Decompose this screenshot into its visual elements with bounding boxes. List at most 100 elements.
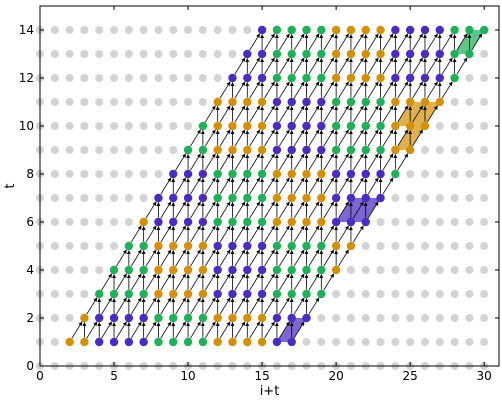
arrow xyxy=(367,177,379,195)
background-point xyxy=(391,314,400,322)
background-point xyxy=(450,290,459,298)
data-point-purple xyxy=(420,25,430,35)
data-point-purple xyxy=(169,217,178,227)
background-point xyxy=(95,170,104,178)
data-point-orange xyxy=(198,265,208,275)
data-point-orange xyxy=(302,217,311,227)
data-point-orange xyxy=(287,217,296,227)
background-point xyxy=(450,338,459,346)
arrow xyxy=(323,201,335,219)
arrow xyxy=(293,153,305,171)
arrow xyxy=(160,273,172,291)
background-point xyxy=(65,146,74,154)
background-point xyxy=(435,266,444,274)
background-point xyxy=(110,50,119,58)
background-point xyxy=(450,194,459,202)
arrow xyxy=(175,225,187,243)
data-point-orange xyxy=(391,97,400,107)
arrow xyxy=(190,297,201,315)
background-point xyxy=(420,338,429,346)
data-point-orange xyxy=(213,145,222,155)
arrow xyxy=(308,177,320,195)
background-point xyxy=(95,146,104,154)
background-point xyxy=(95,218,104,226)
background-point xyxy=(480,194,489,202)
data-point-green xyxy=(302,289,311,299)
arrow xyxy=(367,201,379,219)
data-point-green xyxy=(317,49,326,59)
data-point-orange xyxy=(257,97,267,107)
data-point-green xyxy=(317,289,326,299)
data-point-green xyxy=(124,241,134,251)
arrow xyxy=(397,105,409,123)
background-point xyxy=(213,50,222,58)
data-point-green xyxy=(287,265,296,275)
background-point xyxy=(480,50,489,58)
data-point-purple xyxy=(257,25,267,35)
data-point-green xyxy=(287,25,296,35)
data-point-green xyxy=(287,289,296,299)
arrow xyxy=(249,273,261,291)
data-point-purple xyxy=(346,217,356,227)
background-point xyxy=(139,194,148,202)
arrow xyxy=(264,33,275,51)
background-point xyxy=(406,242,415,250)
data-point-orange xyxy=(198,241,208,251)
background-point xyxy=(435,170,444,178)
data-point-green xyxy=(139,241,148,251)
arrow xyxy=(190,201,201,219)
y-tick-label: 0 xyxy=(26,359,34,373)
arrow xyxy=(338,201,349,219)
data-point-purple xyxy=(317,121,326,131)
data-point-green xyxy=(302,49,311,59)
background-point xyxy=(50,242,59,250)
arrow xyxy=(190,153,201,171)
data-point-purple xyxy=(213,289,222,299)
data-point-green xyxy=(317,265,326,275)
x-tick-label: 0 xyxy=(36,369,44,383)
background-point xyxy=(110,170,119,178)
arrow xyxy=(101,273,113,291)
data-point-orange xyxy=(198,289,208,299)
data-point-green xyxy=(95,289,104,299)
data-point-purple xyxy=(243,241,252,251)
arrow xyxy=(338,129,349,147)
arrow xyxy=(352,105,364,123)
data-point-orange xyxy=(272,169,282,179)
arrow xyxy=(293,297,305,315)
arrow xyxy=(219,153,231,171)
background-point xyxy=(124,146,133,154)
data-point-purple xyxy=(183,217,193,227)
background-point xyxy=(184,50,193,58)
arrow xyxy=(264,273,275,291)
background-point xyxy=(50,314,59,322)
arrow xyxy=(278,81,290,99)
data-point-purple xyxy=(243,73,252,83)
arrow xyxy=(338,33,349,51)
data-point-orange xyxy=(65,337,74,347)
data-point-purple xyxy=(331,169,341,179)
arrow xyxy=(130,321,142,339)
background-point xyxy=(243,26,252,34)
background-point xyxy=(110,194,119,202)
arrow xyxy=(382,105,394,123)
arrow xyxy=(190,273,201,291)
background-point xyxy=(332,290,341,298)
background-point xyxy=(65,194,74,202)
data-point-purple xyxy=(243,265,252,275)
data-point-green xyxy=(183,337,193,347)
y-axis-label: t xyxy=(3,183,18,188)
data-point-purple xyxy=(361,217,370,227)
arrow xyxy=(382,153,394,171)
arrow xyxy=(293,321,305,339)
arrow xyxy=(234,129,246,147)
data-point-orange xyxy=(257,313,267,323)
arrow xyxy=(352,129,364,147)
background-point xyxy=(80,98,89,106)
arrow xyxy=(352,201,364,219)
arrow xyxy=(323,153,335,171)
background-point xyxy=(154,26,163,34)
arrow xyxy=(323,177,335,195)
arrow xyxy=(264,57,275,75)
arrow xyxy=(264,105,275,123)
